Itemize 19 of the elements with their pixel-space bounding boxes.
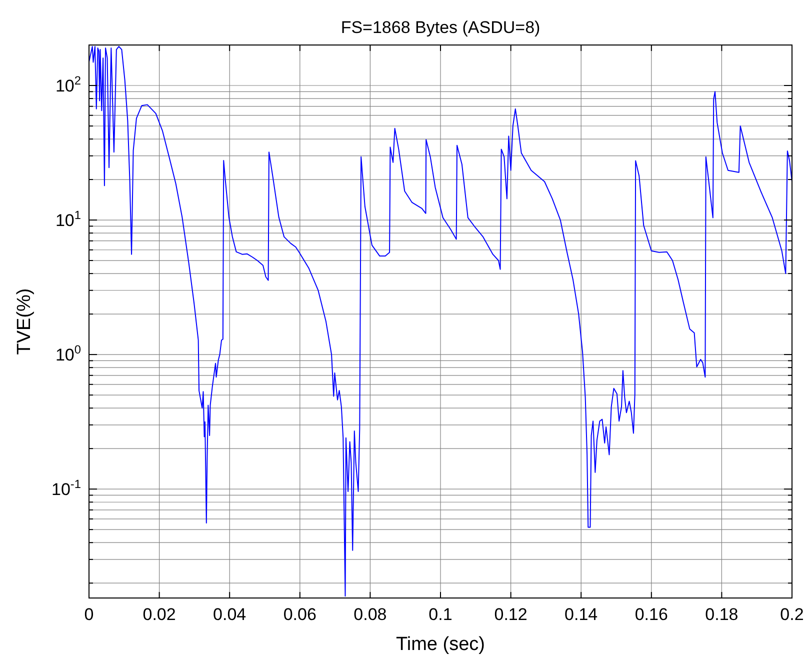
x-tick-label: 0.04	[213, 605, 246, 624]
line-series	[89, 46, 792, 597]
x-tick-label: 0.2	[780, 605, 804, 624]
x-tick-label: 0.18	[705, 605, 738, 624]
x-tick-label: 0.12	[494, 605, 528, 624]
y-axis-title: TVE(%)	[14, 288, 35, 355]
x-tick-label: 0.16	[634, 605, 668, 624]
x-tick-label: 0.02	[142, 605, 176, 624]
x-axis-title: Time (sec)	[396, 634, 486, 655]
y-tick-label: 10$^{-1}$	[52, 477, 82, 500]
y-tick-label: 10$^{2}$	[55, 73, 82, 96]
y-tick-label: 10$^{0}$	[55, 342, 82, 365]
chart-title: FS=1868 Bytes (ASDU=8)	[340, 18, 540, 37]
y-tick-label: 10$^{1}$	[55, 208, 82, 230]
x-tick-label: 0.06	[283, 605, 316, 624]
x-tick-label: 0	[84, 605, 94, 624]
x-tick-label: 0.14	[564, 605, 598, 624]
x-tick-label: 0.1	[428, 605, 452, 624]
x-tick-label: 0.08	[354, 605, 387, 624]
